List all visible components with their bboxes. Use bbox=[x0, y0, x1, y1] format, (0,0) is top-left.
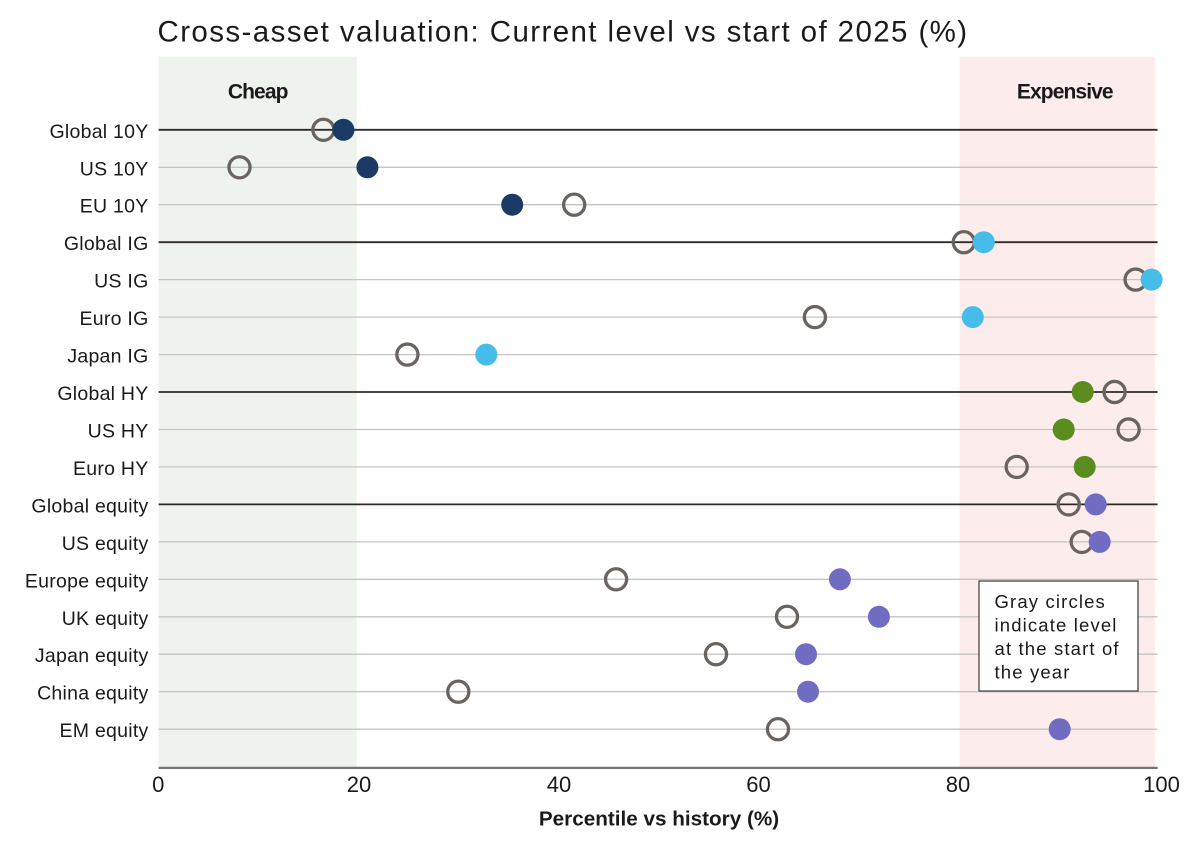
svg-text:US equity: US equity bbox=[62, 533, 149, 555]
svg-text:Euro HY: Euro HY bbox=[73, 458, 148, 480]
svg-text:Japan equity: Japan equity bbox=[35, 645, 149, 667]
svg-text:Euro IG: Euro IG bbox=[80, 308, 149, 330]
svg-text:China equity: China equity bbox=[37, 683, 148, 705]
svg-text:20: 20 bbox=[347, 772, 371, 797]
svg-text:Percentile vs history (%): Percentile vs history (%) bbox=[539, 808, 779, 831]
svg-text:Japan IG: Japan IG bbox=[67, 346, 148, 368]
svg-text:Europe equity: Europe equity bbox=[25, 570, 149, 592]
svg-text:Global 10Y: Global 10Y bbox=[50, 121, 149, 143]
svg-text:Cross-asset valuation: Current: Cross-asset valuation: Current level vs … bbox=[158, 15, 969, 48]
svg-text:Global IG: Global IG bbox=[64, 233, 149, 255]
svg-text:0: 0 bbox=[152, 772, 164, 797]
svg-text:EM equity: EM equity bbox=[60, 720, 149, 742]
svg-text:Global equity: Global equity bbox=[31, 495, 148, 517]
svg-text:UK equity: UK equity bbox=[62, 608, 149, 630]
svg-text:the year: the year bbox=[995, 661, 1071, 682]
svg-text:80: 80 bbox=[946, 772, 970, 797]
svg-text:EU 10Y: EU 10Y bbox=[80, 196, 149, 218]
svg-text:100: 100 bbox=[1143, 772, 1180, 797]
svg-text:US IG: US IG bbox=[94, 271, 148, 293]
svg-text:at the start of: at the start of bbox=[995, 638, 1120, 659]
svg-text:40: 40 bbox=[547, 772, 571, 797]
svg-text:Gray circles: Gray circles bbox=[995, 591, 1106, 612]
svg-text:Expensive: Expensive bbox=[1017, 80, 1113, 103]
svg-text:US HY: US HY bbox=[88, 421, 149, 443]
svg-text:60: 60 bbox=[746, 772, 770, 797]
svg-text:Global HY: Global HY bbox=[57, 383, 148, 405]
svg-text:Cheap: Cheap bbox=[228, 81, 288, 104]
svg-text:indicate level: indicate level bbox=[995, 615, 1118, 636]
svg-text:US 10Y: US 10Y bbox=[80, 158, 149, 180]
